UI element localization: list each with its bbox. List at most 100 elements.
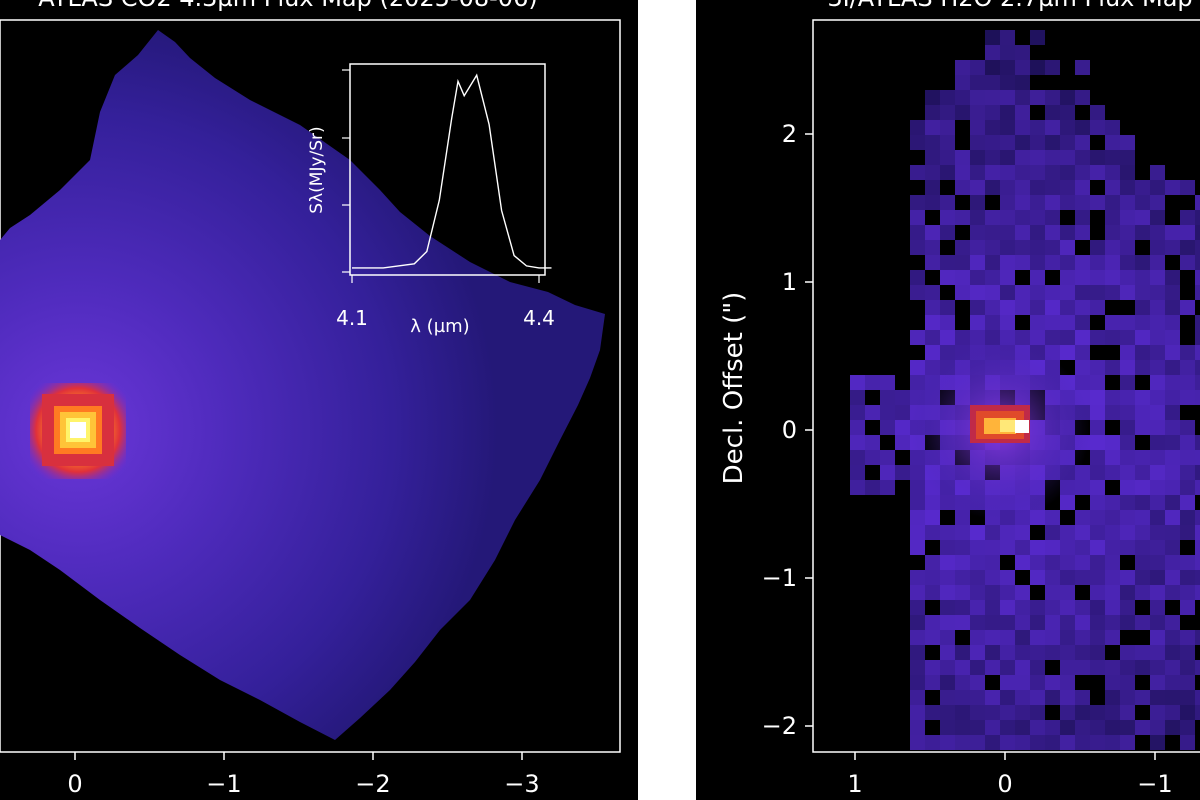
h2o-pixel xyxy=(910,240,925,255)
h2o-pixel xyxy=(1000,525,1015,540)
h2o-pixel xyxy=(1105,540,1120,555)
h2o-pixel xyxy=(925,630,940,645)
h2o-pixel xyxy=(1030,165,1045,180)
h2o-pixel xyxy=(1165,330,1180,345)
h2o-pixel xyxy=(1195,270,1200,285)
h2o-pixel xyxy=(1135,480,1150,495)
h2o-pixel xyxy=(1000,270,1015,285)
h2o-pixel xyxy=(1060,255,1075,270)
h2o-pixel xyxy=(1060,735,1075,750)
h2o-pixel xyxy=(1180,420,1195,435)
h2o-pixel xyxy=(1060,660,1075,675)
h2o-pixel xyxy=(1165,375,1180,390)
h2o-pixel xyxy=(1135,210,1150,225)
h2o-pixel xyxy=(880,405,895,420)
h2o-pixel xyxy=(985,255,1000,270)
h2o-pixel xyxy=(1120,390,1135,405)
h2o-pixel xyxy=(970,150,985,165)
h2o-pixel xyxy=(1105,285,1120,300)
h2o-pixel xyxy=(925,615,940,630)
h2o-pixel xyxy=(1180,720,1195,735)
h2o-pixel xyxy=(1135,720,1150,735)
h2o-pixel xyxy=(1075,735,1090,750)
h2o-pixel xyxy=(1165,285,1180,300)
h2o-pixel xyxy=(985,615,1000,630)
h2o-pixel xyxy=(1045,240,1060,255)
h2o-pixel xyxy=(1030,660,1045,675)
h2o-pixel xyxy=(1090,465,1105,480)
co2-x-tick-label: −1 xyxy=(206,770,241,798)
h2o-pixel xyxy=(1180,585,1195,600)
h2o-pixel xyxy=(940,210,955,225)
h2o-pixel xyxy=(1030,30,1045,45)
h2o-pixel xyxy=(955,690,970,705)
h2o-pixel xyxy=(1180,375,1195,390)
h2o-pixel xyxy=(1045,60,1060,75)
h2o-pixel xyxy=(940,165,955,180)
h2o-pixel xyxy=(1000,600,1015,615)
h2o-pixel xyxy=(925,195,940,210)
h2o-pixel xyxy=(1060,690,1075,705)
h2o-pixel xyxy=(925,525,940,540)
h2o-pixel xyxy=(1030,645,1045,660)
h2o-pixel xyxy=(940,255,955,270)
h2o-pixel xyxy=(970,705,985,720)
h2o-pixel xyxy=(1015,60,1030,75)
h2o-pixel xyxy=(1075,720,1090,735)
h2o-pixel xyxy=(1195,255,1200,270)
h2o-pixel xyxy=(1120,165,1135,180)
h2o-pixel xyxy=(1105,270,1120,285)
h2o-pixel xyxy=(1165,585,1180,600)
h2o-pixel xyxy=(1165,180,1180,195)
h2o-pixel xyxy=(1105,465,1120,480)
h2o-pixel xyxy=(1090,240,1105,255)
h2o-pixel xyxy=(1090,285,1105,300)
h2o-pixel xyxy=(1180,630,1195,645)
h2o-pixel xyxy=(1090,330,1105,345)
h2o-pixel xyxy=(850,435,865,450)
h2o-pixel xyxy=(1015,660,1030,675)
h2o-pixel xyxy=(985,600,1000,615)
h2o-pixel xyxy=(955,705,970,720)
h2o-pixel xyxy=(1030,615,1045,630)
h2o-pixel xyxy=(970,105,985,120)
h2o-pixel xyxy=(1075,630,1090,645)
h2o-pixel xyxy=(1165,270,1180,285)
h2o-pixel xyxy=(910,630,925,645)
h2o-pixel xyxy=(985,555,1000,570)
h2o-pixel xyxy=(1090,645,1105,660)
h2o-pixel xyxy=(1150,225,1165,240)
h2o-pixel xyxy=(1195,435,1200,450)
h2o-pixel xyxy=(1150,645,1165,660)
h2o-pixel xyxy=(1030,150,1045,165)
h2o-pixel xyxy=(1090,165,1105,180)
h2o-pixel xyxy=(865,375,880,390)
h2o-pixel xyxy=(1090,615,1105,630)
co2-flux-region xyxy=(0,30,605,740)
h2o-pixel xyxy=(1000,690,1015,705)
h2o-pixel xyxy=(1045,135,1060,150)
h2o-pixel xyxy=(910,120,925,135)
h2o-pixel xyxy=(1045,210,1060,225)
h2o-pixel xyxy=(955,240,970,255)
h2o-pixel xyxy=(1180,570,1195,585)
h2o-pixel xyxy=(1045,285,1060,300)
h2o-pixel xyxy=(1000,165,1015,180)
h2o-pixel xyxy=(1090,120,1105,135)
h2o-pixel xyxy=(940,135,955,150)
h2o-pixel xyxy=(1105,255,1120,270)
h2o-pixel xyxy=(970,645,985,660)
co2-panel-title: ATLAS CO2 4.3µm Flux Map (2025-08-06) xyxy=(38,0,537,12)
h2o-pixel xyxy=(925,285,940,300)
h2o-pixel xyxy=(925,165,940,180)
h2o-pixel xyxy=(970,735,985,750)
h2o-pixel xyxy=(1165,720,1180,735)
h2o-pixel xyxy=(1045,735,1060,750)
h2o-pixel xyxy=(1120,195,1135,210)
h2o-pixel xyxy=(1015,195,1030,210)
h2o-pixel xyxy=(1120,585,1135,600)
h2o-flux-region xyxy=(850,30,1200,750)
h2o-pixel xyxy=(1105,135,1120,150)
h2o-pixel xyxy=(1000,135,1015,150)
h2o-pixel xyxy=(1195,540,1200,555)
